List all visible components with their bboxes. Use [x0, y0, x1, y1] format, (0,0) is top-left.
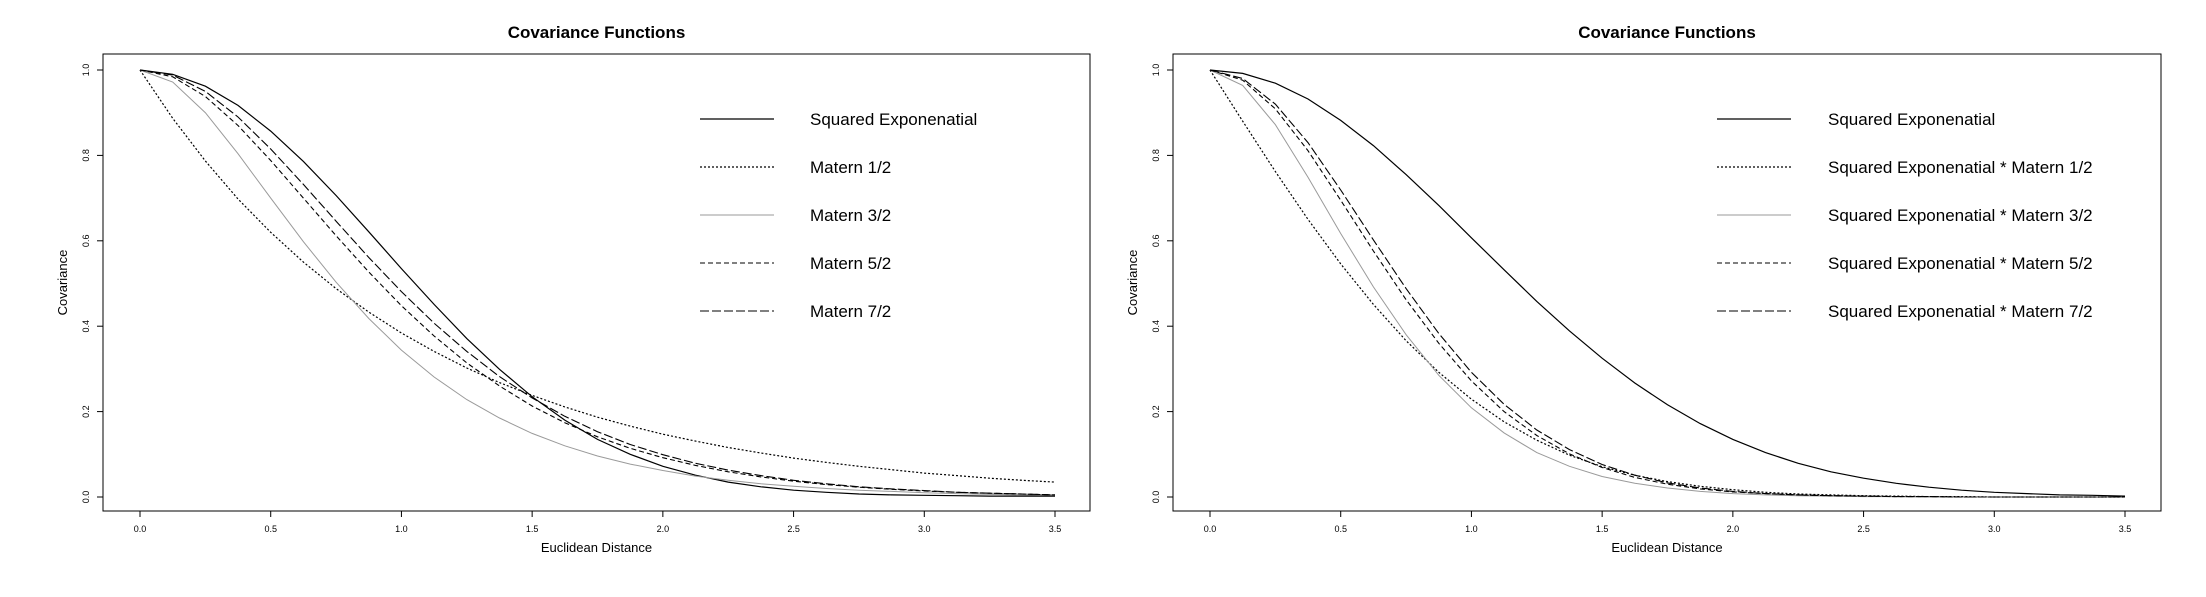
legend-label-1: Squared Exponenatial [810, 110, 977, 129]
series-line-1 [1209, 69, 2126, 497]
y-tick-label: 1.0 [1151, 64, 1161, 77]
chart-title: Covariance Functions [508, 23, 686, 42]
x-tick-label: 2.5 [787, 524, 800, 534]
y-tick-label: 1.0 [81, 64, 91, 77]
x-tick-label: 3.0 [918, 524, 931, 534]
x-tick-label: 2.0 [1727, 524, 1740, 534]
y-axis-title: Covariance [1125, 250, 1140, 316]
series-line-5 [1209, 69, 2125, 498]
x-tick-label: 0.0 [134, 524, 147, 534]
legend-label-4: Squared Exponenatial * Matern 5/2 [1828, 254, 2093, 273]
series-line-3 [1209, 69, 2125, 498]
x-tick-label: 1.0 [395, 524, 408, 534]
plot-frame [1172, 53, 2162, 512]
series-line-1 [139, 69, 1055, 497]
y-tick-label: 0.8 [81, 149, 91, 162]
x-tick-label: 3.5 [2119, 524, 2132, 534]
legend-label-3: Squared Exponenatial * Matern 3/2 [1828, 206, 2093, 225]
series-line-3 [139, 69, 1056, 496]
series-line-4 [1209, 69, 2125, 498]
x-tick-label: 0.5 [264, 524, 277, 534]
x-tick-label: 3.0 [1988, 524, 2001, 534]
legend-label-1: Squared Exponenatial [1828, 110, 1995, 129]
plot-frame [102, 53, 1091, 512]
y-axis-title: Covariance [55, 250, 70, 316]
legend-label-3: Matern 3/2 [810, 206, 891, 225]
x-tick-label: 0.5 [1334, 524, 1347, 534]
y-tick-label: 0.4 [1151, 320, 1161, 333]
y-tick-label: 0.8 [1151, 149, 1161, 162]
y-tick-label: 0.4 [81, 320, 91, 333]
legend-label-2: Matern 1/2 [810, 158, 891, 177]
x-axis-title: Euclidean Distance [541, 540, 652, 555]
legend-label-5: Squared Exponenatial * Matern 7/2 [1828, 302, 2093, 321]
legend-label-2: Squared Exponenatial * Matern 1/2 [1828, 158, 2093, 177]
x-tick-label: 1.0 [1465, 524, 1478, 534]
y-tick-label: 0.0 [81, 491, 91, 504]
x-tick-label: 2.0 [657, 524, 670, 534]
x-tick-label: 1.5 [526, 524, 539, 534]
x-tick-label: 1.5 [1596, 524, 1609, 534]
legend-label-5: Matern 7/2 [810, 302, 891, 321]
chart-panel-right: Covariance Functions 0.0 0.5 1.0 1.5 2.0 2.5 3.… [1125, 23, 2162, 555]
series-line-2 [139, 69, 1056, 483]
y-tick-label: 0.2 [1151, 405, 1161, 418]
series-line-5 [139, 69, 1056, 496]
x-tick-label: 0.0 [1204, 524, 1217, 534]
y-tick-label: 0.0 [1151, 491, 1161, 504]
x-tick-label: 2.5 [1857, 524, 1870, 534]
x-axis-title: Euclidean Distance [1611, 540, 1722, 555]
legend: Squared Exponenatial Squared Exponenatial… [1717, 110, 2093, 321]
chart-title: Covariance Functions [1578, 23, 1756, 42]
legend-label-4: Matern 5/2 [810, 254, 891, 273]
series-line-2 [1209, 69, 2125, 498]
chart-panel-left: Covariance Functions 0.0 0.5 1.0 1.5 2.0 2.5 3.… [55, 23, 1091, 555]
x-tick-label: 3.5 [1049, 524, 1062, 534]
y-tick-label: 0.6 [1151, 235, 1161, 248]
y-tick-label: 0.2 [81, 405, 91, 418]
y-tick-label: 0.6 [81, 235, 91, 248]
legend: Squared Exponenatial Matern 1/2 Matern 3/2… [700, 110, 977, 321]
